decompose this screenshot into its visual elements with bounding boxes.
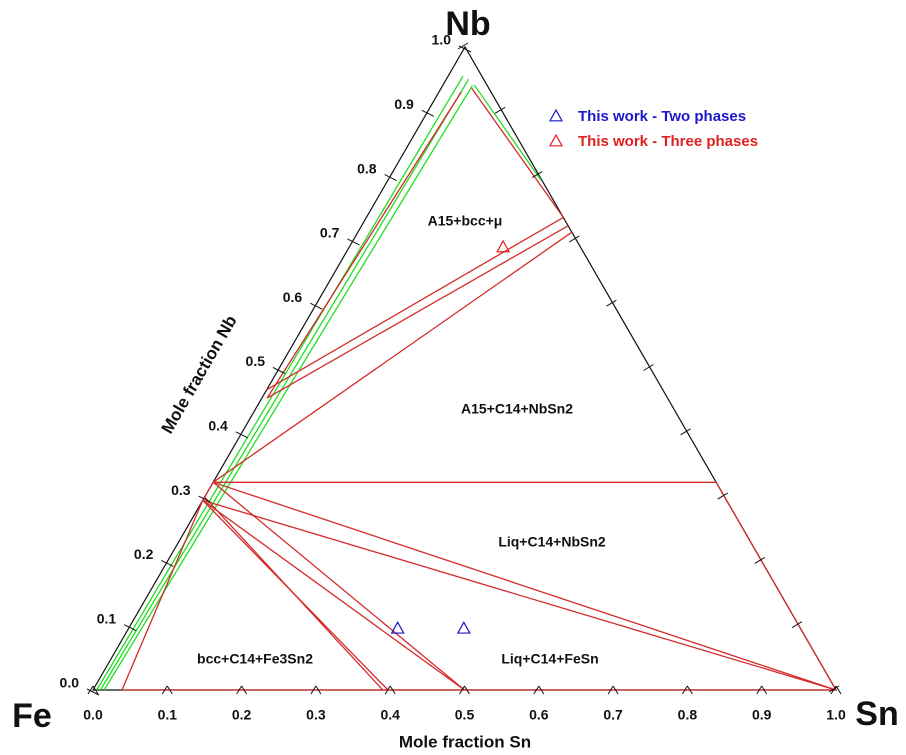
- y-tick-label: 1.0: [432, 32, 452, 48]
- legend-label: This work - Two phases: [578, 108, 746, 125]
- tie-line: [202, 499, 465, 691]
- right-tick: [457, 42, 469, 50]
- y-tick-label: 0.2: [134, 546, 154, 562]
- vertex-label-top: Nb: [445, 5, 490, 43]
- y-tick: [235, 431, 249, 439]
- tie-line: [212, 481, 465, 691]
- region-label: Liq+C14+NbSn2: [498, 534, 606, 550]
- y-tick: [347, 238, 360, 246]
- y-tick: [198, 495, 211, 503]
- x-tick: [459, 685, 465, 695]
- right-tick: [791, 621, 803, 629]
- y-tick-label: 0.1: [97, 610, 117, 626]
- legend-marker: [548, 108, 564, 122]
- tie-line: [103, 85, 473, 691]
- x-tick: [241, 685, 248, 695]
- right-tick: [680, 428, 691, 436]
- x-tick: [761, 685, 768, 695]
- x-tick: [464, 685, 470, 695]
- x-tick: [315, 685, 322, 695]
- x-tick: [92, 685, 99, 695]
- region-label: A15+C14+NbSn2: [461, 401, 573, 417]
- right-tick: [717, 492, 728, 500]
- x-tick: [161, 685, 168, 695]
- x-tick: [686, 685, 693, 695]
- y-tick: [161, 559, 174, 567]
- right-tick: [643, 364, 654, 371]
- x-tick: [87, 685, 94, 695]
- x-tick-label: 0.9: [752, 707, 772, 723]
- y-tick: [272, 367, 286, 374]
- x-tick-label: 0.1: [158, 707, 178, 723]
- y-tick-label: 0.5: [246, 353, 266, 369]
- y-tick: [421, 109, 435, 117]
- x-tick-label: 0.4: [380, 707, 400, 723]
- tie-line: [99, 78, 470, 691]
- tie-line: [202, 499, 837, 691]
- x-tick: [538, 685, 545, 695]
- tie-line: [266, 91, 462, 399]
- tie-line: [266, 225, 569, 399]
- y-tick-label: 0.9: [394, 96, 414, 112]
- x-tick: [166, 685, 173, 695]
- tie-line: [212, 231, 573, 483]
- x-tick-label: 0.8: [678, 707, 698, 723]
- y-tick-label: 0.3: [171, 482, 191, 498]
- x-tick: [533, 685, 540, 695]
- x-tick: [830, 685, 837, 695]
- right-tick: [606, 299, 617, 307]
- y-tick: [309, 302, 323, 310]
- tie-line: [715, 481, 837, 691]
- vertex-label-right: Sn: [855, 695, 898, 733]
- x-tick: [681, 685, 688, 695]
- right-tick: [531, 171, 543, 179]
- x-tick-label: 0.7: [603, 707, 623, 723]
- x-tick-label: 0.6: [529, 707, 549, 723]
- y-tick-label: 0.6: [283, 289, 303, 305]
- data-marker: [390, 621, 405, 634]
- tie-line: [212, 481, 837, 691]
- x-tick: [389, 685, 396, 695]
- right-tick: [569, 235, 580, 243]
- tie-line: [473, 84, 542, 181]
- data-marker: [456, 621, 471, 634]
- x-tick-label: 0.3: [306, 707, 326, 723]
- tie-line: [204, 496, 384, 691]
- right-tick: [494, 106, 506, 114]
- x-tick: [612, 685, 619, 695]
- x-tick: [236, 685, 243, 695]
- region-label: Liq+C14+FeSn: [501, 651, 598, 667]
- y-tick: [123, 624, 137, 632]
- x-tick-label: 0.2: [232, 707, 252, 723]
- right-tick: [828, 685, 840, 693]
- tie-line: [121, 500, 204, 691]
- x-tick: [756, 685, 763, 695]
- tie-line: [471, 87, 564, 218]
- y-tick: [86, 688, 100, 696]
- x-tick: [607, 685, 614, 695]
- region-label: A15+bcc+μ: [428, 213, 503, 229]
- x-tick-label: 1.0: [826, 707, 846, 723]
- y-tick-label: 0.8: [357, 160, 377, 176]
- x-tick-label: 0.5: [455, 707, 475, 723]
- x-tick: [384, 685, 391, 695]
- vertex-label-left: Fe: [12, 697, 52, 735]
- y-tick-label: 0.0: [60, 675, 80, 691]
- y-axis-label: Mole fraction Nb: [158, 312, 241, 437]
- x-tick-label: 0.0: [83, 707, 103, 723]
- tie-line: [96, 75, 464, 691]
- x-tick: [310, 685, 317, 695]
- legend-marker: [548, 133, 564, 147]
- region-label: bcc+C14+Fe3Sn2: [197, 651, 313, 667]
- y-tick: [384, 174, 397, 182]
- y-tick-label: 0.7: [320, 225, 340, 241]
- legend-label: This work - Three phases: [578, 133, 758, 150]
- x-axis-label: Mole fraction Sn: [399, 732, 531, 751]
- right-tick: [754, 556, 766, 564]
- tie-line: [266, 216, 564, 391]
- data-marker: [496, 239, 511, 253]
- y-tick-label: 0.4: [208, 418, 228, 434]
